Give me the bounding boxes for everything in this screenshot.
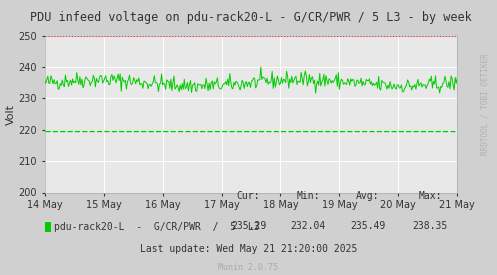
Text: Cur:: Cur: bbox=[237, 191, 260, 201]
Text: Last update: Wed May 21 21:20:00 2025: Last update: Wed May 21 21:20:00 2025 bbox=[140, 244, 357, 254]
Text: PDU infeed voltage on pdu-rack20-L - G/CR/PWR / 5 L3 - by week: PDU infeed voltage on pdu-rack20-L - G/C… bbox=[30, 11, 472, 24]
Text: 232.04: 232.04 bbox=[291, 221, 326, 231]
Text: Min:: Min: bbox=[296, 191, 320, 201]
Y-axis label: Volt: Volt bbox=[5, 104, 16, 125]
Text: 235.29: 235.29 bbox=[231, 221, 266, 231]
Text: 238.35: 238.35 bbox=[413, 221, 447, 231]
Text: Max:: Max: bbox=[418, 191, 442, 201]
Text: Avg:: Avg: bbox=[356, 191, 380, 201]
Text: 235.49: 235.49 bbox=[350, 221, 385, 231]
Text: Munin 2.0.75: Munin 2.0.75 bbox=[219, 263, 278, 272]
Text: pdu-rack20-L  -  G/CR/PWR  /  5  L3: pdu-rack20-L - G/CR/PWR / 5 L3 bbox=[54, 222, 259, 232]
Text: RRDTOOL / TOBI OETIKER: RRDTOOL / TOBI OETIKER bbox=[481, 54, 490, 155]
